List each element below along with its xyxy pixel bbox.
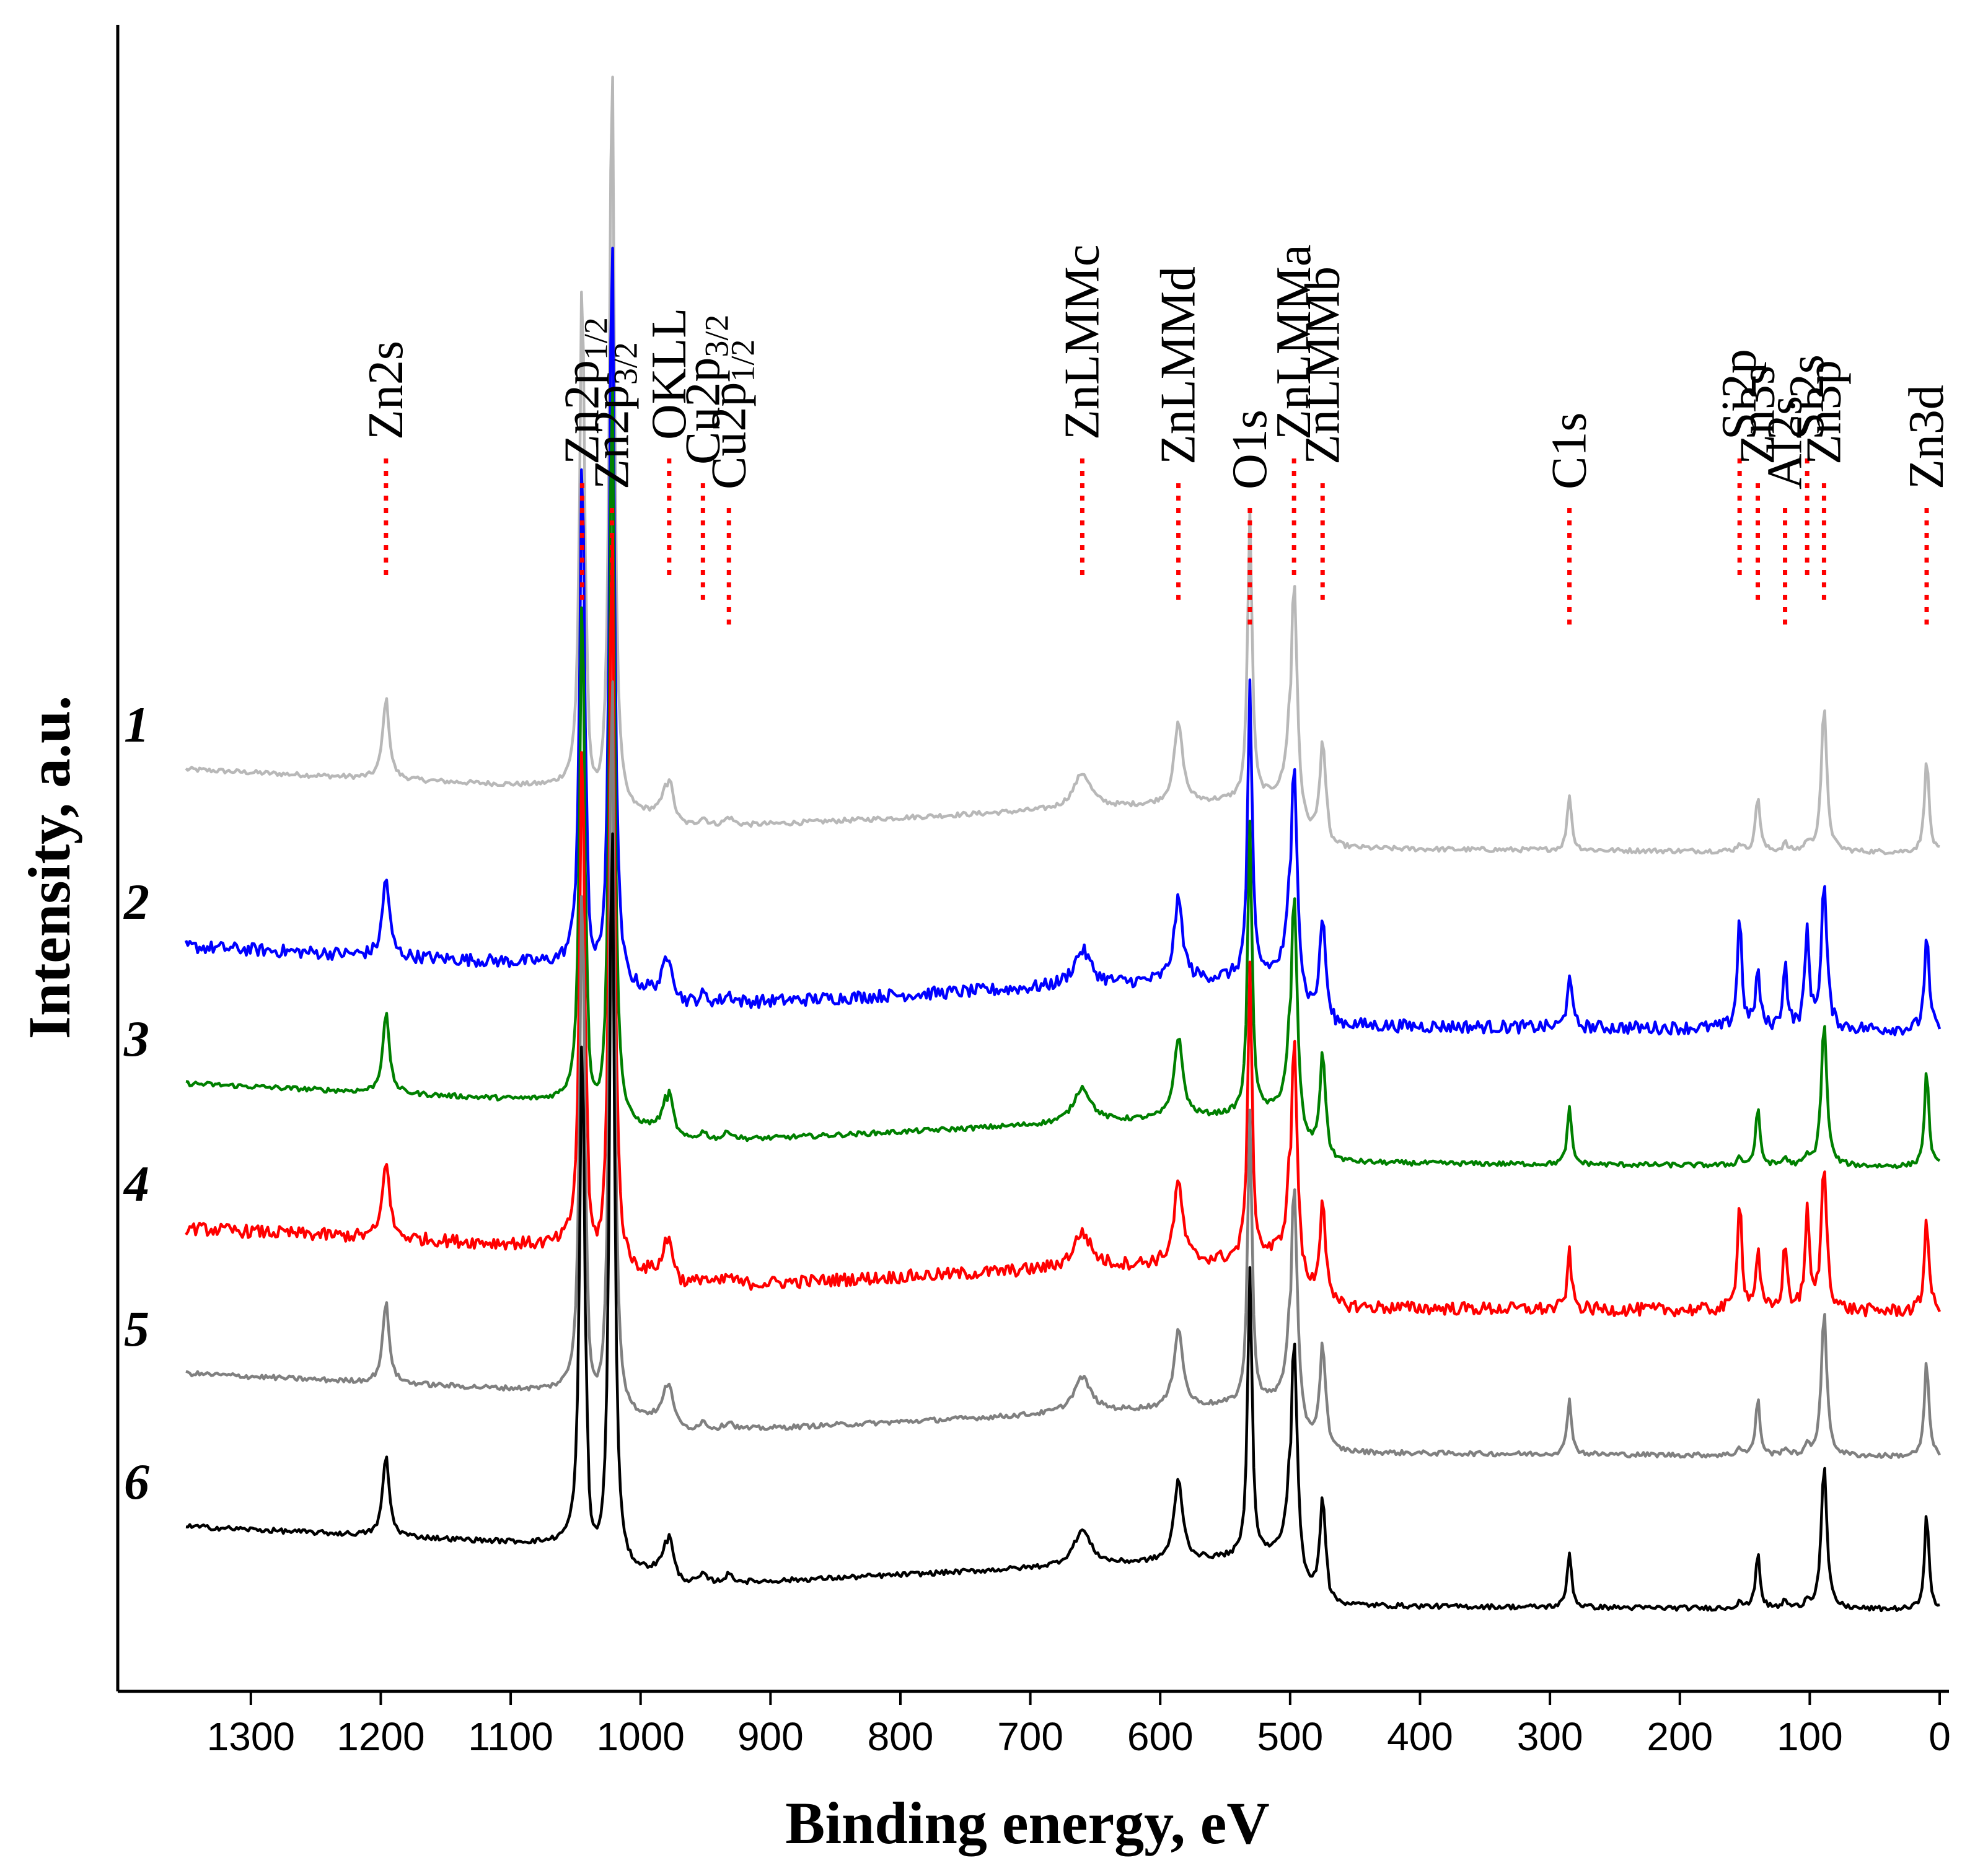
spectrum-line-1 [185, 76, 1940, 856]
peak-label: Zn2s [359, 341, 413, 440]
curve-number-6: 6 [124, 1453, 149, 1510]
x-tick-label: 1000 [597, 1714, 685, 1759]
peak-label: Cu2p1/2 [702, 340, 761, 489]
curve-number-5: 5 [124, 1300, 149, 1357]
peak-label: ZnLMMc [1055, 244, 1109, 440]
peak-label: ZnLMMd [1151, 266, 1206, 465]
peak-label: O1s [1223, 410, 1277, 489]
x-tick-label: 900 [737, 1714, 804, 1759]
x-tick-label: 200 [1647, 1714, 1713, 1759]
x-tick-label: 100 [1777, 1714, 1843, 1759]
x-tick-label: 300 [1517, 1714, 1583, 1759]
peak-label: Si2s [1780, 354, 1834, 440]
x-tick-label: 1200 [336, 1714, 424, 1759]
curve-number-2: 2 [123, 874, 149, 930]
peak-label: OKLL [642, 308, 697, 440]
curve-number-1: 1 [124, 696, 149, 753]
curve-number-3: 3 [123, 1010, 149, 1067]
peak-label: Si2p [1712, 349, 1767, 440]
spectrum-line-3 [185, 389, 1941, 1170]
spectra-group [184, 76, 1942, 1613]
peak-label: ZnLMMb [1295, 266, 1350, 465]
y-axis-title: Intensity, a.u. [16, 696, 82, 1040]
spectrum-line-6 [185, 832, 1940, 1613]
peak-label: Zn2p3/2 [585, 342, 644, 489]
peak-label: C1s [1542, 413, 1597, 490]
peak-label: Zn3s [1731, 366, 1785, 465]
spectrum-line-2 [184, 247, 1942, 1037]
peak-label: ZnLMMa [1267, 244, 1321, 440]
peak-label: Al2s [1758, 396, 1813, 489]
spectrum-line-5 [185, 680, 1942, 1460]
x-axis-title: Binding energy, eV [785, 1790, 1269, 1856]
x-ticks: 1300 1200 1100 1000 900 800 700 600 500 400 300 200… [207, 1691, 1951, 1759]
x-tick-label: 600 [1127, 1714, 1194, 1759]
spectrum-line-4 [185, 536, 1942, 1318]
curve-numbers: 1 2 3 4 5 6 [123, 696, 149, 1510]
curve-number-4: 4 [123, 1155, 149, 1212]
peak-label: Zn2p1/2 [555, 317, 614, 465]
x-tick-label: 0 [1929, 1714, 1951, 1759]
peak-label: Zn3d [1899, 385, 1954, 489]
x-tick-label: 1100 [468, 1714, 553, 1759]
x-tick-label: 700 [997, 1714, 1063, 1759]
x-tick-label: 800 [868, 1714, 934, 1759]
peak-label: Zn3p [1797, 360, 1851, 465]
x-tick-label: 500 [1257, 1714, 1323, 1759]
x-tick-label: 400 [1387, 1714, 1453, 1759]
x-tick-label: 1300 [207, 1714, 295, 1759]
peak-label: Cu2p3/2 [675, 315, 735, 465]
